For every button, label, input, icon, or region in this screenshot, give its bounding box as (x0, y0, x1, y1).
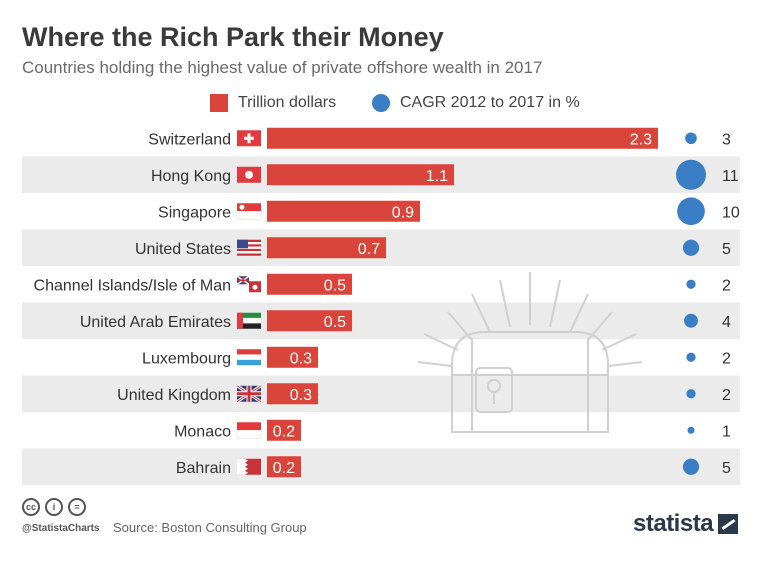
bar-row: Bahrain 0.2 5 (176, 456, 731, 478)
category-label: Channel Islands/Isle of Man (34, 277, 231, 294)
treasure-chest-icon (417, 272, 643, 433)
flag-hong-kong-icon (237, 166, 261, 183)
bar (267, 456, 301, 478)
cagr-bubble (677, 197, 705, 226)
flag-uae-icon (236, 312, 262, 329)
cagr-value-label: 11 (722, 168, 739, 185)
cc-icon: cc (22, 498, 40, 516)
cagr-bubble (686, 352, 696, 362)
bar (267, 273, 352, 295)
flag-luxembourg-icon (236, 349, 262, 366)
bar-row: Channel Islands/Isle of Man 0.5 2 (34, 273, 731, 295)
legend-bubbles: CAGR 2012 to 2017 in % (372, 94, 580, 112)
category-label: United Arab Emirates (80, 314, 231, 331)
flag-switzerland-icon (237, 130, 261, 147)
bar-value-label: 0.3 (290, 387, 312, 404)
attribution-icon: i (45, 498, 63, 516)
bar-value-label: 1.1 (426, 168, 448, 185)
category-label: Monaco (174, 423, 231, 440)
legend-bubble-swatch (372, 94, 390, 112)
row-stripe (22, 302, 740, 339)
flag-channel-islands-icon (236, 275, 261, 293)
cagr-bubble (685, 132, 697, 145)
bar-row: Switzerland 2.3 3 (148, 127, 731, 149)
bar-value-label: 0.5 (324, 314, 346, 331)
cagr-value-label: 2 (722, 277, 731, 294)
row-stripe (22, 448, 740, 485)
category-label: United States (135, 241, 231, 258)
bar-row: Luxembourg 0.3 2 (142, 346, 731, 368)
category-label: Luxembourg (142, 350, 231, 367)
cagr-value-label: 1 (722, 423, 731, 440)
flag-united-states-icon (237, 239, 261, 256)
bar (267, 200, 420, 222)
bar-value-label: 0.7 (358, 241, 380, 258)
chart-subtitle: Countries holding the highest value of p… (22, 58, 543, 77)
bar-value-label: 0.9 (392, 204, 414, 221)
legend-bars: Trillion dollars (210, 94, 336, 112)
bar-value-label: 2.3 (630, 131, 652, 148)
category-label: Bahrain (176, 460, 231, 477)
bar-row: Hong Kong 1.1 11 (151, 159, 739, 190)
chart-title: Where the Rich Park their Money (22, 22, 444, 52)
cagr-value-label: 4 (722, 314, 731, 331)
legend-bar-label: Trillion dollars (238, 94, 337, 111)
source-note: Source: Boston Consulting Group (113, 520, 307, 535)
bar (267, 164, 454, 186)
cagr-value-label: 3 (722, 131, 731, 148)
bar (267, 310, 352, 332)
bar (267, 237, 386, 259)
category-label: Switzerland (148, 131, 231, 148)
cagr-bubble (682, 239, 700, 256)
row-stripe (22, 375, 740, 412)
cagr-value-label: 5 (722, 460, 731, 477)
cagr-bubble (682, 458, 700, 475)
footer-handle: @StatistaCharts (22, 523, 100, 534)
legend-bar-swatch (210, 94, 228, 112)
bar (267, 346, 318, 368)
cagr-value-label: 2 (722, 350, 731, 367)
bar-value-label: 0.3 (290, 350, 312, 367)
cagr-value-label: 5 (722, 241, 731, 258)
bar (267, 419, 301, 441)
statista-logo: statista (633, 510, 714, 537)
cagr-bubble (684, 313, 698, 328)
cagr-value-label: 10 (722, 204, 740, 221)
cagr-bubble (687, 426, 695, 434)
legend-bubble-label: CAGR 2012 to 2017 in % (400, 94, 580, 111)
flag-united-kingdom-icon (236, 384, 262, 403)
bar-row: United States 0.7 5 (135, 237, 731, 259)
category-label: Hong Kong (151, 168, 231, 185)
bar-value-label: 0.2 (273, 423, 295, 440)
statista-logo-icon (718, 514, 738, 534)
bar (267, 383, 318, 405)
bar-row: Monaco 0.2 1 (174, 419, 731, 441)
category-label: United Kingdom (117, 387, 231, 404)
bar-row: United Kingdom 0.3 2 (117, 383, 731, 405)
bar-value-label: 0.2 (273, 460, 295, 477)
cagr-bubble (676, 159, 706, 190)
flag-monaco-icon (236, 422, 262, 439)
cagr-bubble (686, 279, 696, 289)
bar-row: Singapore 0.9 10 (158, 197, 740, 226)
category-label: Singapore (158, 204, 231, 221)
cagr-value-label: 2 (722, 387, 731, 404)
cagr-bubble (686, 389, 696, 399)
no-derivatives-icon: = (68, 498, 86, 516)
bar (267, 127, 658, 149)
flag-bahrain-icon (237, 458, 261, 475)
bar-value-label: 0.5 (324, 277, 346, 294)
bar-row: United Arab Emirates 0.5 4 (80, 310, 731, 332)
flag-singapore-icon (236, 203, 262, 220)
